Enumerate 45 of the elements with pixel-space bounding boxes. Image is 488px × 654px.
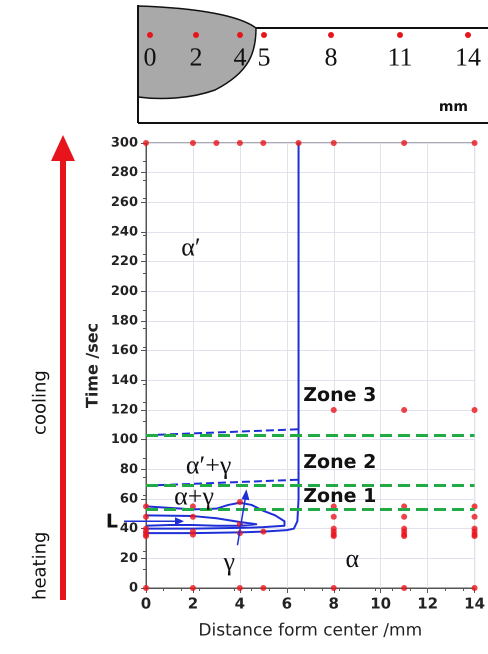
annotation: Zone 1	[303, 485, 376, 508]
annotation: α+γ	[174, 482, 214, 511]
y-tick-label: 100	[110, 432, 138, 448]
y-tick-label: 220	[110, 254, 138, 270]
x-tick-label: 0	[140, 594, 152, 612]
annotation: Zone 2	[303, 450, 376, 473]
y-tick-label: 40	[120, 521, 138, 536]
y-tick-label: 300	[110, 136, 138, 150]
y-tick-label: 280	[110, 165, 138, 180]
x-tick-label: 4	[234, 594, 246, 612]
text: 4	[234, 42, 246, 72]
text: 14	[455, 42, 481, 72]
text: cooling	[30, 370, 50, 435]
text: mm	[438, 99, 468, 115]
annotation: α′+γ	[186, 450, 232, 480]
y-tick-label: 160	[110, 343, 138, 358]
text: 11	[387, 42, 413, 72]
y-tick-label: 60	[120, 492, 138, 506]
annotation: α′	[181, 232, 201, 262]
y-tick-label: 180	[110, 314, 138, 328]
annotation: Zone 3	[303, 384, 376, 406]
x-tick-label: 12	[417, 594, 438, 612]
annotation: γ	[222, 546, 235, 576]
annotation: α	[345, 544, 360, 573]
text: 0	[144, 42, 156, 72]
y-tick-label: 240	[110, 224, 138, 240]
y-tick-label: 20	[120, 550, 138, 566]
y-tick-label: 120	[110, 402, 138, 418]
y-axis-title: Time /sec	[82, 322, 102, 408]
x-tick-label: 6	[282, 594, 292, 612]
x-tick-label: 2	[188, 594, 198, 612]
y-tick-label: 260	[110, 194, 138, 210]
text: L	[106, 510, 118, 532]
y-tick-label: 140	[110, 372, 138, 388]
y-tick-label: 0	[128, 580, 138, 596]
text: 2	[190, 42, 202, 72]
x-tick-label: 8	[328, 594, 339, 612]
text: 5	[258, 42, 270, 72]
x-tick-label: 10	[370, 594, 392, 612]
x-tick-label: 14	[464, 594, 485, 612]
y-tick-label: 80	[120, 462, 138, 477]
y-tick-label: 200	[110, 284, 138, 299]
text: 8	[324, 42, 338, 72]
x-axis-title: Distance form center /mm	[198, 620, 422, 640]
text: heating	[30, 532, 50, 600]
